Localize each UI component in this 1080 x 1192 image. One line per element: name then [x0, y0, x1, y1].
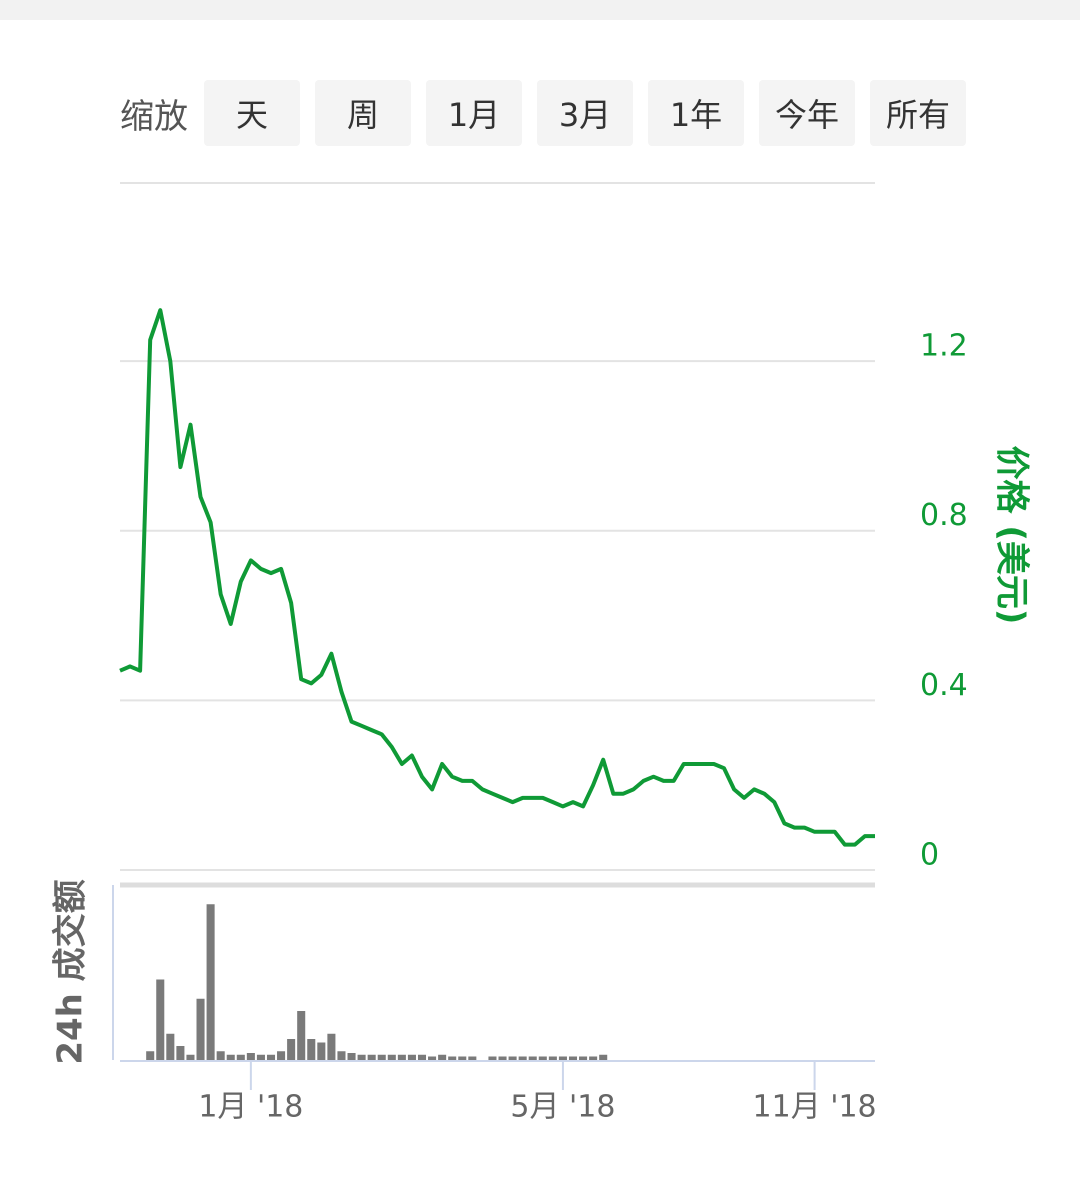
- volume-bar: [186, 1054, 195, 1060]
- volume-bar: [558, 1056, 567, 1060]
- volume-bar: [528, 1056, 537, 1060]
- zoom-button[interactable]: 周: [315, 80, 411, 146]
- volume-bar: [458, 1056, 467, 1060]
- top-bar: [0, 0, 1080, 20]
- y-axis-title: 价格 (美元): [992, 446, 1032, 625]
- volume-bar: [156, 979, 165, 1060]
- volume-bar: [468, 1056, 477, 1060]
- volume-bar: [428, 1056, 437, 1060]
- volume-bar: [377, 1054, 386, 1060]
- volume-bar: [518, 1056, 527, 1060]
- volume-bar: [196, 998, 205, 1060]
- y-tick-label: 1.2: [920, 329, 968, 364]
- zoom-button[interactable]: 3月: [537, 80, 633, 146]
- volume-bar: [589, 1056, 598, 1060]
- x-tick-label: 11月 '18: [753, 1090, 877, 1125]
- volume-bar: [206, 904, 215, 1060]
- y-tick-label: 0.8: [920, 498, 968, 533]
- volume-bar: [508, 1056, 517, 1060]
- volume-bar: [176, 1046, 185, 1060]
- volume-bar: [599, 1054, 608, 1060]
- volume-bar: [297, 1011, 306, 1060]
- volume-bar: [216, 1051, 225, 1060]
- zoom-bar: 缩放 天周 1月 3月 1年 今年 所有: [120, 80, 981, 146]
- volume-bar: [438, 1054, 447, 1060]
- volume-bar: [166, 1033, 175, 1060]
- volume-bar: [337, 1051, 346, 1060]
- volume-bar: [498, 1056, 507, 1060]
- zoom-button[interactable]: 1年: [648, 80, 744, 146]
- volume-bar: [538, 1056, 547, 1060]
- volume-bar: [448, 1056, 457, 1060]
- volume-bar: [146, 1051, 155, 1060]
- y-tick-label: 0: [920, 838, 939, 873]
- volume-bar: [367, 1054, 376, 1060]
- price-line: [119, 308, 875, 847]
- volume-bar: [277, 1051, 286, 1060]
- volume-bar: [246, 1053, 255, 1060]
- volume-bar: [287, 1039, 296, 1060]
- volume-bar: [417, 1054, 427, 1060]
- zoom-button[interactable]: 天: [204, 80, 300, 146]
- zoom-button[interactable]: 所有: [870, 80, 966, 146]
- volume-bar: [548, 1056, 557, 1060]
- zoom-button[interactable]: 1月: [426, 80, 522, 146]
- volume-bar: [397, 1054, 406, 1060]
- volume-bar: [226, 1054, 235, 1060]
- volume-bar: [579, 1056, 588, 1060]
- volume-bar: [488, 1056, 497, 1060]
- volume-axis-title: 24h 成交额: [51, 879, 91, 1064]
- volume-bar: [307, 1039, 316, 1060]
- zoom-label: 缩放: [120, 96, 188, 137]
- volume-bar: [347, 1053, 356, 1060]
- volume-bar: [568, 1056, 578, 1060]
- zoom-button[interactable]: 今年: [759, 80, 855, 146]
- x-tick-label: 1月 '18: [198, 1090, 303, 1125]
- volume-bar: [327, 1033, 336, 1060]
- volume-bar: [387, 1054, 396, 1060]
- volume-bar: [407, 1054, 416, 1060]
- volume-bar: [236, 1054, 245, 1060]
- y-tick-label: 0.4: [920, 668, 968, 703]
- volume-bar: [256, 1054, 265, 1060]
- x-tick-label: 5月 '18: [510, 1090, 615, 1125]
- volume-bar: [266, 1054, 276, 1060]
- volume-bar: [317, 1042, 326, 1060]
- volume-bar: [357, 1054, 366, 1060]
